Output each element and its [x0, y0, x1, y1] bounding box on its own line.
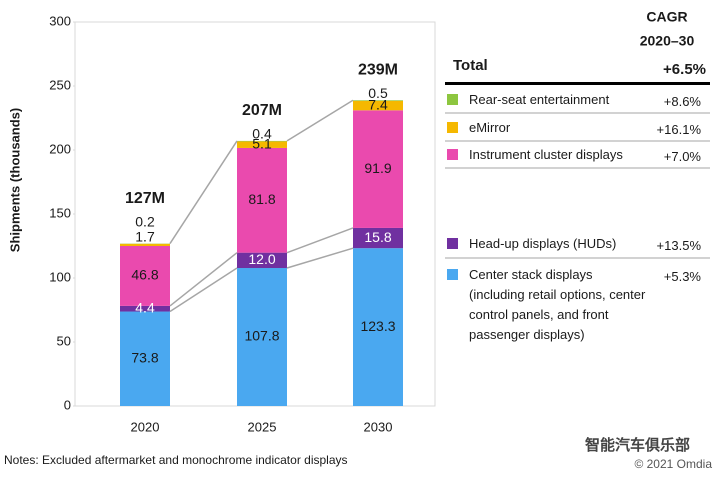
cagr-header: CAGR	[646, 9, 687, 25]
y-tick-label: 150	[49, 205, 71, 220]
value-label: 123.3	[360, 318, 395, 334]
value-label: 0.2	[135, 213, 155, 229]
y-tick-label: 200	[49, 141, 71, 156]
connector	[169, 267, 238, 313]
bar-segment	[353, 227, 403, 249]
total-label: 207M	[242, 102, 282, 119]
bar-segment	[120, 243, 170, 246]
x-tick-label: 2030	[364, 419, 393, 434]
total-label: 239M	[358, 61, 398, 78]
bar-segment	[120, 305, 170, 312]
watermark: 智能汽车俱乐部	[585, 436, 690, 454]
bar-segment	[120, 246, 170, 306]
value-label: 7.4	[368, 96, 388, 112]
legend-label: Head-up displays (HUDs)	[469, 236, 617, 251]
bar-segment	[237, 147, 287, 253]
value-label: 5.1	[252, 135, 272, 151]
connector	[286, 247, 354, 269]
y-axis-label: Shipments (thousands)	[7, 108, 22, 252]
value-label: 0.4	[252, 126, 272, 142]
legend-label: Rear-seat entertainment	[469, 92, 610, 107]
note: Notes: Excluded aftermarket and monochro…	[4, 453, 348, 467]
value-label: 81.8	[248, 191, 275, 207]
legend-swatch	[447, 149, 458, 160]
value-label: 15.8	[364, 229, 391, 245]
value-label: 91.9	[364, 160, 391, 176]
value-label: 4.4	[135, 299, 155, 315]
legend-label: eMirror	[469, 120, 511, 135]
value-label: 1.7	[135, 228, 155, 244]
bar-segment	[237, 140, 287, 142]
value-label: 73.8	[131, 349, 158, 365]
connector	[286, 99, 354, 142]
cagr-header: 2020–30	[640, 33, 695, 49]
bar-segment	[237, 141, 287, 148]
value-label: 46.8	[131, 267, 158, 283]
y-tick-label: 50	[57, 333, 71, 348]
bar-segment	[353, 248, 403, 406]
y-tick-label: 100	[49, 269, 71, 284]
legend-swatch	[447, 238, 458, 249]
legend-swatch	[447, 269, 458, 280]
legend-cagr: +5.3%	[663, 269, 701, 284]
source: © 2021 Omdia	[634, 457, 712, 471]
total-cagr: +6.5%	[663, 61, 706, 78]
bar-segment	[120, 311, 170, 406]
legend-swatch	[447, 94, 458, 105]
legend-cagr: +13.5%	[656, 238, 701, 253]
y-tick-label: 250	[49, 77, 71, 92]
legend-label: Center stack displays (including retail …	[469, 267, 646, 342]
bar-segment	[353, 100, 403, 111]
legend-cagr: +16.1%	[656, 122, 701, 137]
total-name: Total	[453, 57, 488, 74]
value-label: 12.0	[248, 251, 275, 267]
bar-segment	[353, 100, 403, 101]
y-tick-label: 300	[49, 13, 71, 28]
bar-segment	[353, 110, 403, 228]
y-tick-label: 0	[64, 397, 71, 412]
total-label: 127M	[125, 190, 165, 207]
bar-segment	[237, 252, 287, 269]
total-rule	[445, 82, 710, 85]
bar-segment	[237, 268, 287, 406]
value-label: 107.8	[244, 328, 279, 344]
value-label: 0.5	[368, 85, 388, 101]
connector	[169, 252, 238, 307]
x-tick-label: 2020	[131, 419, 160, 434]
legend-cagr: +8.6%	[663, 94, 701, 109]
connector	[286, 227, 354, 254]
legend-swatch	[447, 122, 458, 133]
legend-cagr: +7.0%	[663, 149, 701, 164]
x-tick-label: 2025	[248, 419, 277, 434]
legend-label: Instrument cluster displays	[469, 147, 623, 162]
connector	[169, 140, 238, 244]
